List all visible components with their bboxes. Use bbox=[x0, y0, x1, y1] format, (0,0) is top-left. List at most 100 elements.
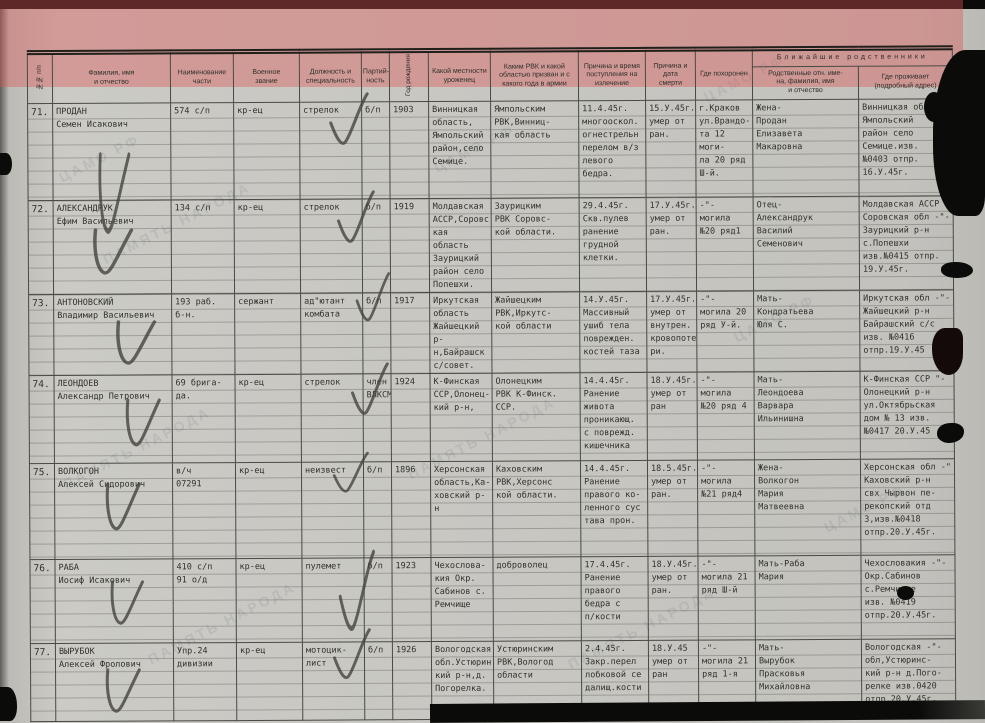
pen-checkmark bbox=[329, 92, 369, 145]
cell-num: 76. bbox=[29, 559, 56, 644]
cell-relative: Мать- Леондоева Варвара Ильинишна bbox=[753, 370, 861, 460]
cell-rvk: Ямпольским РВК,Винниц- кая область bbox=[490, 100, 580, 198]
pen-checkmark bbox=[116, 320, 157, 365]
header-unit: Наименование части bbox=[170, 51, 234, 103]
cell-num: 75. bbox=[29, 463, 55, 560]
header-birthplace: Какой местности уроженец bbox=[428, 50, 491, 102]
cell-burial: -"- могила 20 ряд У-й. bbox=[696, 290, 754, 372]
cell-burial: -"- могила 21 ряд Ш-й bbox=[697, 555, 756, 640]
header-burial: Где похоронен bbox=[695, 48, 753, 100]
table-row-highlighted: 73. АНТОНОВСКИЙ Владимир Васильевич 193 … bbox=[28, 289, 954, 376]
cell-admission: 14.4.45г. Ранение правого ко- ленного су… bbox=[580, 459, 648, 557]
cell-admission: 14.4.45г. Ранение живота проникающ. с по… bbox=[579, 371, 648, 461]
torn-corner-blob bbox=[924, 92, 944, 122]
cell-relative: Жена- Продан Елизавета Макаровна bbox=[752, 98, 860, 197]
torn-corner-blob bbox=[933, 50, 985, 216]
header-birth-year: Год рождения bbox=[389, 50, 429, 102]
cell-rank: кр-ец bbox=[236, 641, 303, 721]
pen-checkmark bbox=[338, 549, 375, 631]
ink-blot bbox=[897, 586, 914, 600]
cell-birth-year: 1919 bbox=[390, 198, 430, 293]
cell-rvk: Олонецким РВК К-Финск. ССР. bbox=[491, 372, 581, 461]
header-relative: Родственные отн. име- на, фамилия, имя и… bbox=[752, 66, 859, 100]
cell-unit: Упр.24 дивизии bbox=[173, 642, 237, 721]
cell-num: 72. bbox=[28, 200, 54, 295]
table: №№ п/п Фамилия, имя и отчество Наименова… bbox=[26, 45, 957, 722]
pen-checkmark bbox=[332, 451, 369, 493]
table-row: 75. ВОЛКОГОН Алексей Сидорович в/ч 07291… bbox=[29, 458, 955, 560]
pen-checkmark bbox=[337, 190, 375, 243]
header-rvk: Каким РВК и какой областью призван и с к… bbox=[490, 49, 579, 101]
scan-corner-blob bbox=[0, 687, 17, 721]
cell-death: 18.У.45г. умер от ран bbox=[646, 371, 698, 460]
cell-admission: 14.У.45г. Массивный ушиб тела поврежден.… bbox=[579, 290, 647, 373]
cell-death: 18.5.45г. умер от ран. bbox=[647, 459, 698, 556]
table-row: 74. ЛЕОНДОЕВ Александр Петрович 69 брига… bbox=[28, 370, 955, 464]
cell-address: К-Финская ССР "- Олонецкий р-н ул.Октябр… bbox=[859, 370, 955, 459]
ink-blot bbox=[937, 423, 964, 443]
cell-birth-year: 1896 bbox=[391, 461, 431, 558]
cell-num: 73. bbox=[28, 294, 54, 376]
cell-unit: в/ч 07291 bbox=[172, 462, 236, 559]
pen-checkmark bbox=[351, 362, 389, 415]
cell-rank: кр-ец bbox=[234, 198, 301, 294]
cell-unit: 69 брига- да. bbox=[171, 374, 236, 463]
cell-birthplace: Молдавская АССР,Соровс кая область Заури… bbox=[429, 197, 492, 293]
table-row: 76. РАБА Иосиф Исакович 410 с/п 91 о/д к… bbox=[29, 554, 956, 644]
table-row: 72. АЛЕКСАНДРУК Ефим Васильевич 134 с/п … bbox=[28, 195, 954, 295]
scan-edge-shadow bbox=[0, 0, 9, 721]
pen-checkmark bbox=[355, 272, 390, 322]
cell-unit: 193 раб. б-н. bbox=[171, 293, 235, 375]
cell-birth-year: 1917 bbox=[390, 292, 430, 374]
pen-checkmark bbox=[93, 228, 134, 275]
ink-blot bbox=[932, 328, 963, 375]
pen-checkmark bbox=[125, 398, 161, 447]
cell-rank: кр-ец bbox=[234, 373, 302, 463]
cell-relative: Отец- Александрук Василий Семенович bbox=[753, 195, 860, 291]
header-admission: Причина и время поступления на излечение bbox=[578, 49, 646, 101]
header-name: Фамилия, имя и отчество bbox=[52, 51, 171, 104]
pen-checkmark bbox=[333, 628, 371, 680]
scan-edge-blob bbox=[0, 153, 12, 175]
header-death: Причина и дата смерти bbox=[645, 49, 696, 100]
cell-unit: 574 с/п bbox=[170, 102, 235, 200]
cell-birthplace: К-Финская ССР,Олонец- кий р-н, bbox=[429, 372, 493, 462]
cell-death: 17.У.45г. умер от внутрен. кровопоте- ри… bbox=[646, 290, 697, 372]
cell-birthplace: Иркутская область Жайшецкий р-н,Байрашск… bbox=[429, 291, 492, 374]
cell-num: 71. bbox=[27, 103, 54, 201]
cell-rank: кр-ец bbox=[235, 557, 303, 643]
pen-checkmark bbox=[105, 482, 141, 531]
cell-burial: -"- могила №20 ряд 4 bbox=[696, 371, 755, 460]
pen-checkmark bbox=[105, 668, 141, 713]
cell-birth-year: 1926 bbox=[392, 641, 432, 720]
cell-death: 18.У.45г. умер от ран. bbox=[647, 555, 699, 640]
cell-birthplace: Винницкая область, Ямпольский район,село… bbox=[428, 100, 492, 199]
cell-rvk: Жайшецким РВК,Иркутс- кой области bbox=[491, 291, 580, 373]
cell-burial: -"- могила №21 ряд4 bbox=[697, 459, 755, 556]
cell-rvk: Заурицким РВК Соровс- кой области. bbox=[491, 197, 580, 292]
header-num: №№ п/п bbox=[27, 52, 53, 104]
cell-birth-year: 1923 bbox=[391, 557, 432, 642]
cell-burial: -"- могила №20 ряд1 bbox=[696, 196, 754, 291]
cell-birth-year: 1903 bbox=[389, 101, 430, 199]
cell-unit: 134 с/п bbox=[171, 199, 235, 294]
cell-admission: 11.4.45г. многооскол. огнестрельн перело… bbox=[578, 99, 647, 198]
cell-rank: кр-ец bbox=[235, 461, 302, 559]
cell-admission: 29.4.45г. Скв.пулев ранение грудной клет… bbox=[579, 196, 647, 292]
table-row: 71. ПРОДАН Семен Исакович 574 с/п кр-ец … bbox=[27, 98, 954, 201]
cell-birth-year: 1924 bbox=[390, 373, 431, 462]
cell-rvk: доброволец bbox=[492, 556, 582, 641]
header-relatives-group: Ближайшие родственники bbox=[752, 47, 953, 67]
row-highlight-overlay bbox=[0, 0, 963, 87]
pen-checkmark bbox=[110, 580, 145, 625]
cell-admission: 17.4.45г. Ранение правого бедра с п/кост… bbox=[580, 555, 649, 641]
header-rank: Военное звание bbox=[233, 51, 300, 103]
cell-address: Молдавская АССР Соровская обл -"- Зауриц… bbox=[859, 195, 954, 290]
cell-rvk: Каховским РВК,Херсонс кой области. bbox=[492, 460, 581, 557]
casualty-register-table: №№ п/п Фамилия, имя и отчество Наименова… bbox=[26, 45, 957, 722]
scan-top-bar bbox=[0, 0, 985, 9]
cell-num: 74. bbox=[28, 375, 55, 464]
cell-birthplace: Херсонская область,Ка- ховский р-н bbox=[430, 460, 493, 558]
pen-checkmark bbox=[98, 152, 131, 234]
cell-address: Херсонская обл -" Каховский р-н свх Чырв… bbox=[860, 458, 955, 555]
